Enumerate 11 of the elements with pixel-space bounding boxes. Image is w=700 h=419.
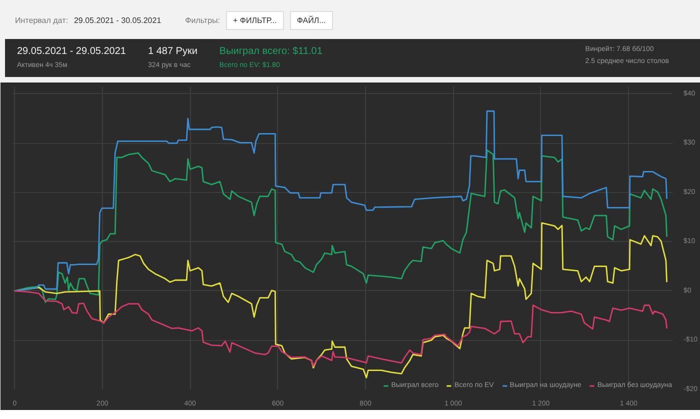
text: Интервал дат: <box>15 15 68 26</box>
text: Фильтры: <box>185 15 220 26</box>
line-series <box>14 110 668 292</box>
line-series <box>14 290 668 367</box>
line-series <box>14 149 668 303</box>
text: + ФИЛЬТР... <box>226 11 284 30</box>
text: ФАЙЛ... <box>290 11 333 30</box>
text: 29.05.2021 - 30.05.2021 <box>74 15 162 26</box>
text: Выиграл всего: $11.01 <box>219 46 322 57</box>
text: 1 487 Руки <box>148 45 198 59</box>
chart-title: 29.05.2021 - 29.05.2021 <box>17 45 126 59</box>
